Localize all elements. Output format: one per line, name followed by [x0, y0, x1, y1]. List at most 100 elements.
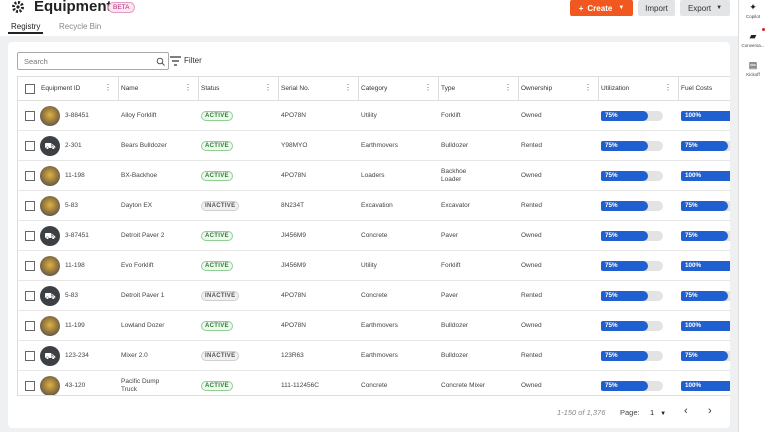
- column-menu: ⋮: [424, 83, 432, 92]
- row-checkbox[interactable]: [25, 231, 35, 241]
- progress-label: 75%: [685, 292, 698, 299]
- ownership: Owned: [521, 232, 542, 239]
- name: Detroit Paver 2: [121, 232, 165, 239]
- equipment-id: 11-199: [65, 322, 85, 329]
- row-checkbox[interactable]: [25, 291, 35, 301]
- equipment-image: ⛟: [40, 286, 60, 306]
- column-header[interactable]: Ownership: [521, 85, 553, 92]
- sidebar-icon: ▰: [749, 31, 757, 41]
- page-number: 1: [650, 408, 655, 417]
- serial-number: 123R63: [281, 352, 304, 359]
- page-title: Equipment: [34, 0, 112, 15]
- progress-label: 75%: [605, 382, 618, 389]
- export-button[interactable]: Export ▼: [680, 0, 730, 16]
- category: Excavation: [361, 202, 393, 209]
- search-box[interactable]: Search: [17, 52, 169, 70]
- progress-fill: [681, 321, 730, 331]
- row-checkbox[interactable]: [25, 201, 35, 211]
- progress-label: 100%: [685, 382, 702, 389]
- ownership: Owned: [521, 322, 542, 329]
- ownership: Owned: [521, 112, 542, 119]
- column-header[interactable]: Type: [441, 85, 456, 92]
- progress-fill: [681, 201, 728, 211]
- progress-fill: [601, 381, 648, 391]
- row-checkbox[interactable]: [25, 141, 35, 151]
- row-checkbox[interactable]: [25, 171, 35, 181]
- serial-number: 111-112456C: [281, 382, 319, 389]
- progress-label: 75%: [605, 292, 618, 299]
- pagination-range: 1-150 of 1,376: [557, 408, 606, 417]
- type: Paver: [441, 292, 458, 299]
- progress-label: 100%: [685, 112, 702, 119]
- progress-fill: [601, 261, 648, 271]
- row-checkbox[interactable]: [25, 111, 35, 121]
- progress-label: 75%: [605, 202, 618, 209]
- status-pill: ACTIVE: [201, 231, 233, 241]
- progress-label: 75%: [685, 142, 698, 149]
- equipment-id: 3-87451: [65, 232, 89, 239]
- ownership: Rented: [521, 142, 542, 149]
- filter-button[interactable]: Filter: [184, 56, 202, 65]
- equipment-id: 2-301: [65, 142, 82, 149]
- equipment-image: [40, 256, 60, 276]
- status-pill: ACTIVE: [201, 261, 233, 271]
- progress-fill: [601, 201, 648, 211]
- row-checkbox[interactable]: [25, 381, 35, 391]
- progress-fill: [601, 291, 648, 301]
- column-header[interactable]: Fuel Costs: [681, 85, 713, 92]
- progress-label: 75%: [605, 352, 618, 359]
- header-checkbox[interactable]: [25, 84, 35, 94]
- row-checkbox[interactable]: [25, 321, 35, 331]
- serial-number: 4PO78N: [281, 322, 306, 329]
- type: Bulldozer: [441, 352, 469, 359]
- progress-label: 75%: [605, 112, 618, 119]
- tab-recycle-bin[interactable]: Recycle Bin: [59, 22, 102, 31]
- status-pill: ACTIVE: [201, 381, 233, 391]
- prev-page[interactable]: ‹: [684, 405, 688, 417]
- equipment-id: 3-88451: [65, 112, 89, 119]
- sidebar-label[interactable]: Conversa...: [741, 43, 765, 48]
- progress-fill: [601, 111, 648, 121]
- column-header[interactable]: Status: [201, 85, 220, 92]
- create-label: Create: [587, 3, 613, 13]
- type: Forklift: [441, 262, 461, 269]
- category: Concrete: [361, 292, 388, 299]
- right-sidebar: [738, 0, 768, 432]
- page-select[interactable]: 1 ▼: [650, 408, 667, 417]
- progress-label: 75%: [685, 232, 698, 239]
- next-page[interactable]: ›: [708, 405, 712, 417]
- ownership: Owned: [521, 382, 542, 389]
- progress-fill: [601, 171, 648, 181]
- import-button[interactable]: Import: [638, 0, 675, 16]
- column-header[interactable]: Category: [361, 85, 388, 92]
- column-menu: ⋮: [184, 83, 192, 92]
- type: Paver: [441, 232, 458, 239]
- column-header[interactable]: Equipment ID: [41, 85, 81, 92]
- progress-fill: [681, 351, 728, 361]
- column-header[interactable]: Name: [121, 85, 139, 92]
- category: Earthmovers: [361, 322, 398, 329]
- category: Concrete: [361, 382, 388, 389]
- row-divider: [18, 310, 730, 311]
- tab-registry[interactable]: Registry: [11, 22, 41, 31]
- column-header[interactable]: Serial No.: [281, 85, 310, 92]
- create-button[interactable]: + Create ▼: [570, 0, 633, 16]
- equipment-id: 43-120: [65, 382, 86, 389]
- sidebar-label[interactable]: Kickoff: [746, 72, 760, 77]
- status-pill: ACTIVE: [201, 171, 233, 181]
- import-label: Import: [645, 3, 668, 13]
- column-divider: [438, 77, 439, 101]
- search-icon: [156, 57, 165, 66]
- progress-label: 75%: [605, 232, 618, 239]
- settings-icon[interactable]: [11, 0, 25, 14]
- progress-fill: [601, 321, 648, 331]
- column-menu: ⋮: [584, 83, 592, 92]
- row-checkbox[interactable]: [25, 351, 35, 361]
- row-checkbox[interactable]: [25, 261, 35, 271]
- row-divider: [18, 370, 730, 371]
- sidebar-label[interactable]: Copilot: [745, 14, 760, 19]
- status-pill: ACTIVE: [201, 111, 233, 121]
- column-header[interactable]: Utilization: [601, 85, 630, 92]
- progress-label: 75%: [685, 202, 698, 209]
